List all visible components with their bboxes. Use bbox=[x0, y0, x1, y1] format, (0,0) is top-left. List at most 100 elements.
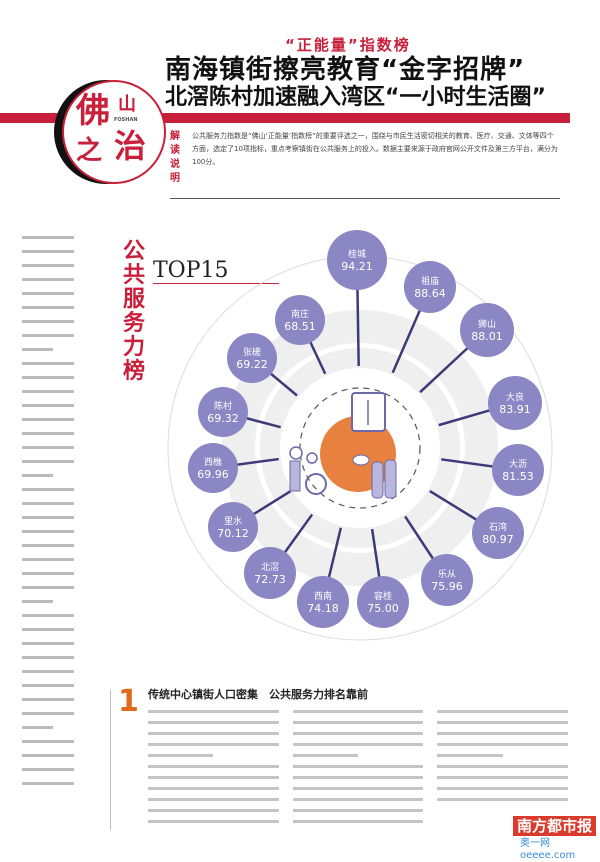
text-line bbox=[22, 348, 54, 351]
divider bbox=[110, 690, 111, 830]
text-line bbox=[22, 264, 74, 267]
town-name: 祖庙 bbox=[421, 275, 439, 287]
text-line bbox=[22, 628, 74, 631]
town-name: 石湾 bbox=[489, 521, 507, 533]
logo-char: 佛 bbox=[76, 91, 110, 131]
text-line bbox=[292, 798, 424, 801]
text-line bbox=[22, 642, 74, 645]
text-line bbox=[22, 334, 74, 337]
explanation-box: 解读说明 公共服务力指数是“佛山‘正能量’指数榜”的重要评选之一，围绕与市民生活… bbox=[170, 130, 560, 199]
town-score: 68.51 bbox=[284, 320, 316, 333]
wheelchair-icon bbox=[305, 473, 327, 495]
town-name: 南庄 bbox=[291, 308, 309, 320]
text-line bbox=[22, 404, 74, 407]
rank-bubble bbox=[208, 502, 258, 552]
town-score: 69.96 bbox=[197, 468, 229, 481]
town-score: 75.00 bbox=[367, 602, 399, 615]
town-name: 陈村 bbox=[214, 400, 232, 412]
text-line bbox=[22, 320, 74, 323]
caregiver-body bbox=[289, 460, 301, 492]
town-name: 桂城 bbox=[348, 248, 366, 260]
town-name: 里水 bbox=[224, 515, 242, 527]
text-line bbox=[22, 278, 74, 281]
town-name: 西樵 bbox=[204, 456, 222, 468]
text-line bbox=[22, 292, 74, 295]
section-title: 公共服务力榜 bbox=[123, 239, 146, 384]
text-line bbox=[22, 614, 74, 617]
article-column bbox=[437, 710, 569, 831]
town-score: 72.73 bbox=[254, 573, 286, 586]
text-line bbox=[437, 743, 569, 746]
text-line bbox=[292, 820, 424, 823]
logo-char: 治 bbox=[114, 127, 147, 165]
article-body bbox=[148, 710, 569, 831]
text-line bbox=[148, 754, 214, 757]
text-line bbox=[22, 362, 74, 365]
rank-bubble bbox=[357, 576, 409, 628]
text-line bbox=[22, 390, 74, 393]
text-line bbox=[22, 740, 74, 743]
text-line bbox=[22, 306, 74, 309]
text-line bbox=[22, 754, 74, 757]
text-line bbox=[148, 809, 279, 812]
rank-bubble bbox=[188, 443, 238, 493]
text-line bbox=[22, 684, 74, 687]
text-line bbox=[437, 776, 569, 779]
text-line bbox=[292, 776, 424, 779]
text-line bbox=[148, 743, 279, 746]
town-score: 88.01 bbox=[471, 330, 503, 343]
text-line bbox=[148, 787, 279, 790]
text-line bbox=[22, 558, 74, 561]
text-line bbox=[148, 776, 279, 779]
text-line bbox=[148, 710, 279, 713]
text-line bbox=[292, 743, 424, 746]
watermark-site: 奥一网 oeeee.com bbox=[520, 838, 576, 861]
text-line bbox=[22, 600, 54, 603]
explanation-label-char: 读 bbox=[170, 145, 180, 156]
text-line bbox=[22, 250, 74, 253]
wheelchair-user-head bbox=[306, 452, 318, 464]
rank-bubble bbox=[488, 376, 542, 430]
town-score: 94.21 bbox=[341, 260, 373, 273]
text-line bbox=[22, 460, 74, 463]
headline-line1: 南海镇街擦亮教育“金字招牌” bbox=[165, 55, 526, 85]
town-score: 80.97 bbox=[482, 533, 514, 546]
text-line bbox=[437, 754, 503, 757]
text-line bbox=[22, 446, 74, 449]
explanation-label: 解读说明 bbox=[170, 130, 184, 186]
text-line bbox=[22, 376, 74, 379]
text-line bbox=[437, 721, 569, 724]
town-score: 83.91 bbox=[499, 403, 531, 416]
text-line bbox=[22, 544, 74, 547]
text-line bbox=[22, 502, 74, 505]
rank-bubble bbox=[421, 554, 473, 606]
town-name: 狮山 bbox=[478, 319, 496, 330]
speech-bubble-icon bbox=[352, 454, 370, 466]
text-line bbox=[22, 516, 74, 519]
text-line bbox=[148, 732, 279, 735]
explanation-text: 公共服务力指数是“佛山‘正能量’指数榜”的重要评选之一，围绕与市民生活密切相关的… bbox=[192, 132, 558, 166]
text-line bbox=[148, 765, 279, 768]
left-article-column bbox=[22, 236, 74, 796]
text-line bbox=[22, 712, 74, 715]
text-line bbox=[22, 488, 74, 491]
caregiver-icon bbox=[289, 446, 303, 460]
rank-bubble bbox=[327, 230, 387, 290]
rank-bubble bbox=[492, 444, 544, 496]
town-score: 75.96 bbox=[431, 580, 463, 593]
text-line bbox=[437, 765, 569, 768]
text-line bbox=[437, 787, 569, 790]
town-score: 69.22 bbox=[236, 358, 268, 371]
walking-person-icon bbox=[371, 461, 384, 499]
town-name: 西南 bbox=[314, 590, 332, 602]
rank-bubble bbox=[275, 295, 325, 345]
town-score: 74.18 bbox=[307, 602, 339, 615]
town-name: 大良 bbox=[506, 391, 524, 403]
kicker: “正能量”指数榜 bbox=[285, 36, 411, 54]
logo-char: 山 bbox=[118, 94, 136, 115]
logo-char: 之 bbox=[76, 136, 103, 166]
text-line bbox=[22, 656, 74, 659]
top15-label: TOP15 bbox=[153, 258, 279, 284]
rank-bubble bbox=[297, 576, 349, 628]
